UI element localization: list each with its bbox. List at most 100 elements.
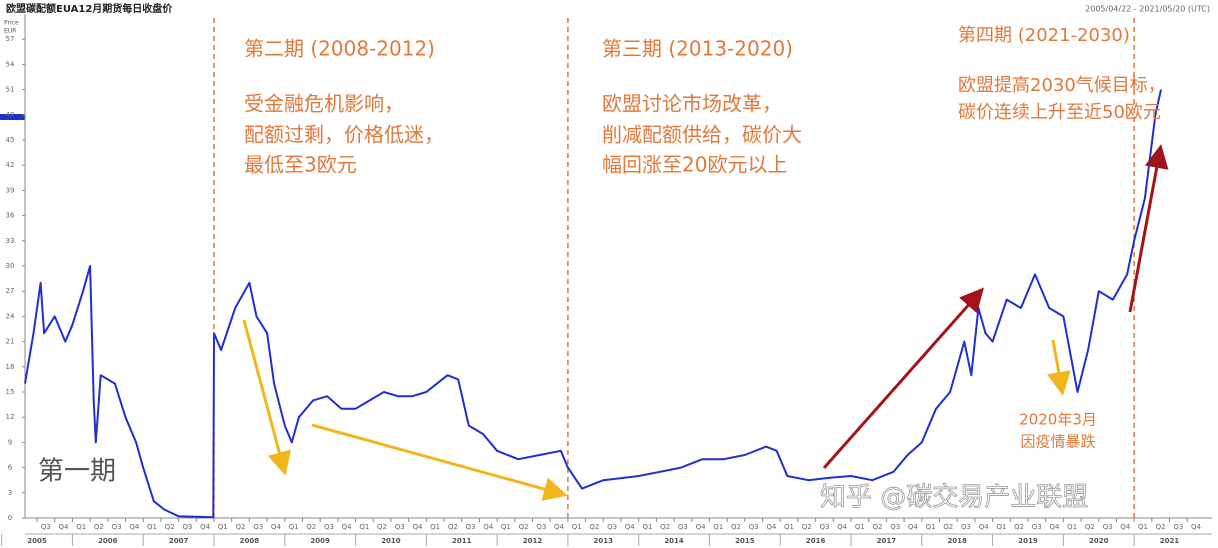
phase2-title: 第二期 (2008-2012) [244,37,435,61]
x-tick-label: Q2 [1014,523,1024,531]
x-tick-label: Q3 [253,523,263,531]
x-tick-label: Q1 [359,523,369,531]
phase4-text: 欧盟提高2030气候目标， [958,75,1166,96]
x-tick-label: Q2 [1156,523,1166,531]
x-tick-label: Q4 [129,523,140,531]
x-tick-label: Q3 [749,523,759,531]
x-tick-label: Q1 [76,523,86,531]
year-label: 2006 [98,537,118,545]
x-tick-label: Q3 [1103,523,1113,531]
x-tick-label: Q3 [324,523,334,531]
x-tick-label: Q3 [1173,523,1183,531]
x-tick-label: Q2 [377,523,387,531]
y-tick-label: 36 [6,212,15,220]
year-label: 2012 [523,537,543,545]
x-tick-label: Q4 [200,523,211,531]
phase2-text: 最低至3欧元 [244,153,357,177]
watermark: 知乎 @碳交易产业联盟 [820,483,1088,513]
year-label: 2017 [877,537,897,545]
y-tick-label: 39 [6,186,15,194]
arrows [242,144,1169,501]
x-tick-label: Q1 [1067,523,1077,531]
x-tick-label: Q1 [501,523,511,531]
year-label: 2008 [240,537,260,545]
x-tick-label: Q4 [979,523,990,531]
y-tick-label: 48 [6,111,15,119]
y-tick-label: 0 [8,514,12,522]
x-tick-label: Q3 [961,523,971,531]
y-tick-label: 51 [6,86,15,94]
x-tick-label: Q4 [837,523,848,531]
x-tick-label: Q3 [890,523,900,531]
x-tick-label: Q2 [802,523,812,531]
year-label: 2019 [1018,537,1038,545]
phase3-text: 幅回涨至20欧元以上 [602,153,787,177]
y-label: Price [4,20,19,27]
y-tick-label: 45 [6,136,15,144]
phase1-label: 第一期 [38,457,116,487]
phase3-text: 削减配额供给，碳价大 [602,123,802,147]
x-tick-label: Q2 [873,523,883,531]
x-tick-label: Q1 [855,523,865,531]
x-tick-label: Q4 [908,523,919,531]
x-tick-label: Q3 [466,523,476,531]
covid-note: 2020年3月 [1019,411,1097,429]
x-tick-label: Q4 [1049,523,1060,531]
covid-note: 因疫情暴跌 [1020,433,1095,451]
x-tick-label: Q1 [289,523,299,531]
x-tick-label: Q1 [572,523,582,531]
y-tick-label: 24 [6,312,15,320]
year-label: 2014 [664,537,684,545]
x-tick-label: Q3 [819,523,829,531]
year-label: 2018 [947,537,967,545]
x-tick-label: Q3 [395,523,405,531]
y-tick-label: 3 [8,489,12,497]
x-tick-label: Q4 [766,523,777,531]
year-label: 2009 [310,537,330,545]
year-label: 2005 [27,537,47,545]
y-tick-label: 27 [6,287,15,295]
y-tick-label: 57 [6,35,15,43]
x-tick-label: Q3 [182,523,192,531]
x-tick-label: Q4 [271,523,282,531]
x-tick-label: Q1 [430,523,440,531]
x-tick-label: Q3 [607,523,617,531]
y-tick-label: 6 [8,464,13,472]
phase3-text: 欧盟讨论市场改革， [602,92,782,116]
year-label: 2011 [452,537,472,545]
year-label: 2021 [1160,537,1180,545]
x-tick-label: Q1 [713,523,723,531]
x-tick-label: Q1 [218,523,228,531]
x-tick-label: Q4 [554,523,565,531]
x-tick-label: Q2 [1085,523,1095,531]
x-tick-label: Q4 [342,523,353,531]
x-tick-label: Q2 [306,523,316,531]
phase3-title: 第三期 (2013-2020) [602,37,793,61]
x-tick-label: Q1 [1138,523,1148,531]
x-tick-label: Q3 [112,523,122,531]
x-tick-label: Q2 [94,523,104,531]
x-tick-label: Q1 [784,523,794,531]
x-tick-label: Q2 [235,523,245,531]
y-tick-label: 54 [6,60,15,68]
x-tick-label: Q2 [589,523,599,531]
x-tick-label: Q3 [1032,523,1042,531]
y-tick-label: 15 [6,388,15,396]
y-tick-label: 33 [6,237,15,245]
y-tick-label: 9 [8,438,12,446]
y-tick-label: 21 [6,338,15,346]
x-tick-label: Q3 [678,523,688,531]
chart-title: 欧盟碳配额EUA12月期货每日收盘价 [6,2,173,15]
x-tick-label: Q3 [41,523,51,531]
x-tick-label: Q4 [1191,523,1202,531]
x-tick-label: Q2 [519,523,529,531]
x-tick-label: Q1 [996,523,1006,531]
year-label: 2020 [1089,537,1109,545]
x-tick-label: Q4 [59,523,70,531]
year-label: 2013 [594,537,614,545]
date-range: 2005/04/22 - 2021/05/20 (UTC) [1085,5,1210,14]
x-tick-label: Q2 [448,523,458,531]
year-label: 2010 [381,537,401,545]
